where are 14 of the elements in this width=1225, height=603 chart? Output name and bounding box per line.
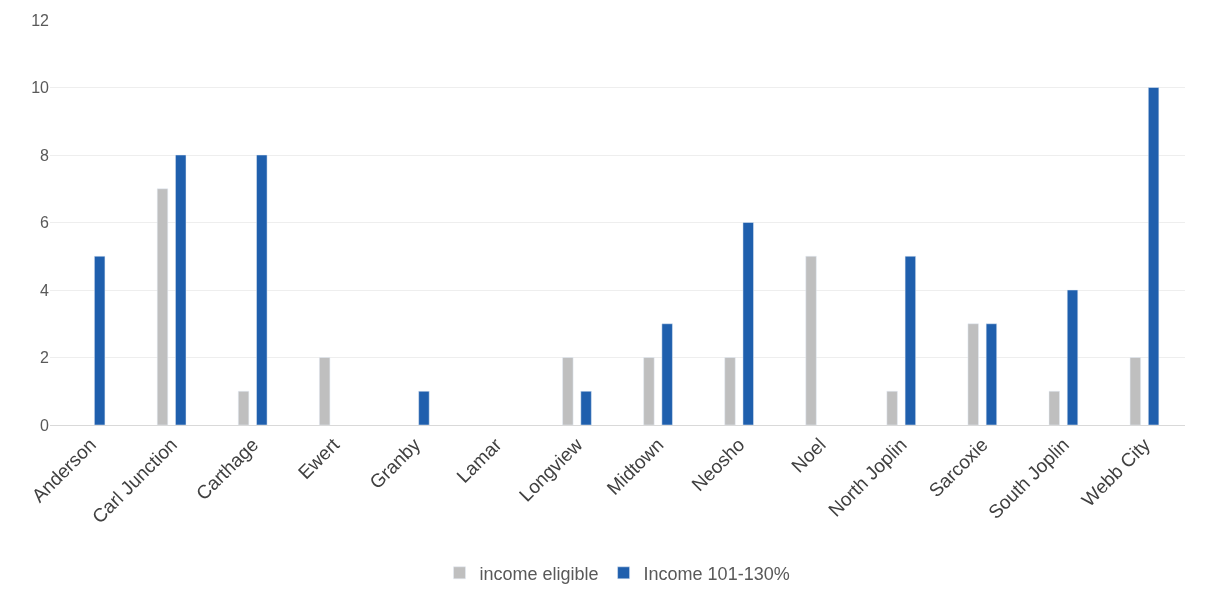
y-tick-label: 6	[40, 214, 50, 232]
legend-label: income eligible	[479, 563, 599, 584]
y-tick-label: 10	[31, 79, 50, 97]
y-tick-label: 8	[40, 146, 50, 164]
bar	[580, 391, 592, 425]
y-tick-label: 12	[31, 11, 50, 29]
y-tick-label: 2	[40, 349, 50, 367]
bar	[418, 391, 430, 425]
bar	[886, 391, 898, 425]
bar	[1048, 391, 1060, 425]
bar	[238, 391, 250, 425]
y-tick-label: 4	[40, 281, 50, 299]
y-tick-label: 0	[40, 416, 50, 434]
legend-label: Income 101-130%	[643, 563, 790, 584]
